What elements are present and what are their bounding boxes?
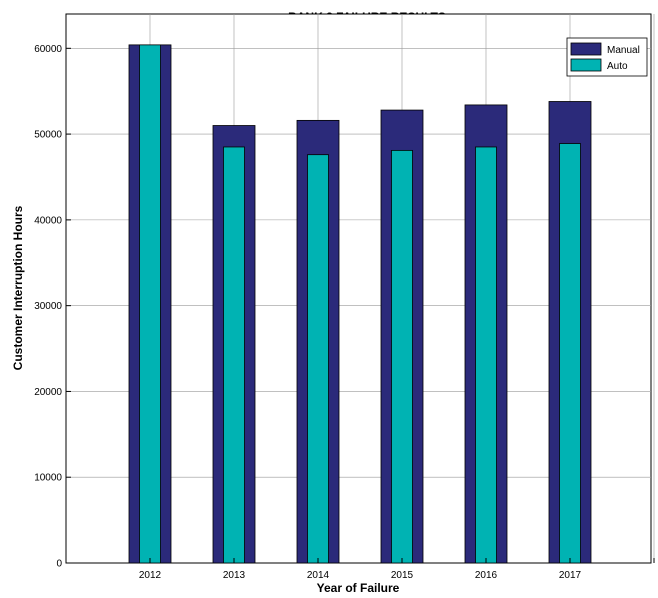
y-tick-label: 40000: [34, 215, 62, 226]
x-tick-label: 2014: [307, 570, 330, 581]
x-axis-label: Year of Failure: [317, 581, 400, 595]
x-tick-label: 2016: [475, 570, 498, 581]
bar-auto-2014: [307, 154, 329, 564]
bar-auto-2017: [559, 143, 581, 564]
x-tick-label: 2015: [391, 570, 414, 581]
y-tick-label: 30000: [34, 301, 62, 312]
x-tick-label: 2013: [223, 570, 246, 581]
y-tick-label: 10000: [34, 473, 62, 484]
legend-label-manual: Manual: [607, 45, 640, 56]
legend: Manual Auto: [566, 37, 648, 77]
y-tick-label: 0: [56, 559, 62, 570]
y-axis-label: Customer Interruption Hours: [11, 205, 25, 370]
x-tick-label: 2012: [139, 570, 162, 581]
bar-auto-2012: [139, 44, 161, 564]
bars: [128, 44, 592, 564]
y-tick-label: 50000: [34, 130, 62, 141]
legend-label-auto: Auto: [607, 61, 628, 72]
y-tick-label: 60000: [34, 44, 62, 55]
x-axis-ticks: 2012 2013 2014 2015 2016 2017: [139, 558, 655, 581]
bar-auto-2013: [223, 146, 245, 564]
legend-swatch-auto: [570, 58, 602, 72]
bar-auto-2015: [391, 149, 413, 564]
y-axis-ticks: 0 10000 20000 30000 40000 50000 60000: [34, 44, 71, 570]
legend-swatch-manual: [570, 42, 602, 56]
x-tick-label: 2017: [559, 570, 582, 581]
bar-auto-2016: [475, 146, 497, 564]
y-tick-label: 20000: [34, 387, 62, 398]
